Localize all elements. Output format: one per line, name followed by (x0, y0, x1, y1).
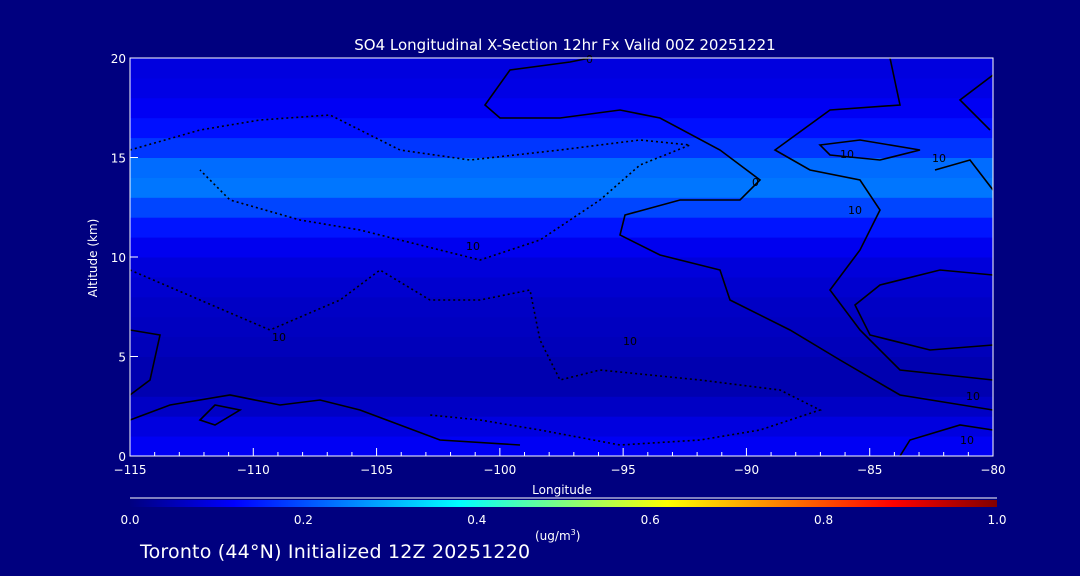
contour-label: 10 (932, 152, 946, 165)
contour-line (773, 58, 993, 381)
y-tick-label: 20 (111, 52, 126, 66)
contour-line (198, 404, 993, 456)
concentration-band (130, 197, 993, 218)
colorbar-unit-exponent: 3 (571, 528, 576, 537)
colorbar-ticks: 0.0 0.2 0.4 0.6 0.8 1.0 (120, 513, 1006, 527)
y-tick-label: 10 (111, 251, 126, 265)
colorbar-unit: (ug/m3) (535, 528, 580, 543)
concentration-band (130, 336, 993, 357)
x-tick-label: −80 (980, 463, 1005, 477)
contour-line (130, 74, 993, 396)
colorbar (130, 500, 997, 507)
concentration-band (130, 217, 993, 238)
contour-label: 10 (623, 335, 637, 348)
concentration-band (130, 396, 993, 417)
colorbar-tick-label: 0.6 (641, 513, 660, 527)
colorbar-tick-label: 1.0 (987, 513, 1006, 527)
contour-line (130, 269, 823, 446)
concentration-band (130, 376, 993, 397)
contour-label: 10 (966, 390, 980, 403)
contour-label: 10 (960, 434, 974, 447)
concentration-band (130, 77, 993, 99)
concentration-band (130, 257, 993, 278)
concentration-band (130, 416, 993, 437)
contour-label: 10 (848, 204, 862, 217)
contour-line (130, 114, 691, 261)
footer-caption: Toronto (44°N) Initialized 12Z 20251220 (140, 541, 531, 563)
x-axis-label: Longitude (532, 483, 592, 497)
colorbar-tick-label: 0.8 (814, 513, 833, 527)
concentration-band (130, 117, 993, 139)
concentration-band (130, 316, 993, 338)
colorbar-tick-label: 0.0 (120, 513, 139, 527)
colorbar-tick-label: 0.4 (467, 513, 486, 527)
concentration-band (130, 157, 993, 178)
concentration-band (130, 237, 993, 258)
concentration-band (130, 137, 993, 158)
chart-title: SO4 Longitudinal X-Section 12hr Fx Valid… (354, 36, 775, 54)
contour-line (853, 269, 993, 351)
x-tick-label: −95 (610, 463, 635, 477)
y-tick-label: 15 (111, 152, 126, 166)
contour-line (483, 58, 993, 411)
concentration-band (130, 436, 993, 456)
contour-label: 10 (466, 240, 480, 253)
concentration-band (130, 58, 993, 79)
x-tick-label: −110 (237, 463, 270, 477)
concentration-band (130, 97, 993, 119)
y-axis-label: Altitude (km) (86, 219, 100, 298)
x-tick-label: −115 (114, 463, 147, 477)
contour-label: 10 (840, 148, 854, 161)
colorbar-unit-label: (ug/m (535, 529, 571, 543)
contour-lines (130, 58, 993, 456)
colorbar-unit-close: ) (576, 529, 581, 543)
x-tick-label: −105 (360, 463, 393, 477)
concentration-band (130, 356, 993, 377)
colorbar-tick-label: 0.2 (294, 513, 313, 527)
x-tick-label: −100 (483, 463, 516, 477)
x-tick-label: −90 (734, 463, 759, 477)
concentration-band (130, 296, 993, 318)
y-tick-label: 5 (118, 351, 126, 365)
x-tick-label: −85 (857, 463, 882, 477)
concentration-band (130, 276, 993, 298)
y-ticks: 0 5 10 15 20 (111, 52, 138, 464)
x-ticks: −115 −110 −105 −100 −95 −90 −85 −80 (114, 448, 1006, 477)
contour-label: 0 (586, 53, 593, 66)
y-tick-label: 0 (118, 450, 126, 464)
contour-line (130, 394, 521, 446)
contour-label: 0 (752, 176, 759, 189)
contour-label: 10 (272, 331, 286, 344)
concentration-field (130, 58, 993, 456)
contour-labels: 0 10 10 10 10 10 10 10 0 10 (272, 53, 980, 447)
concentration-band (130, 177, 993, 198)
